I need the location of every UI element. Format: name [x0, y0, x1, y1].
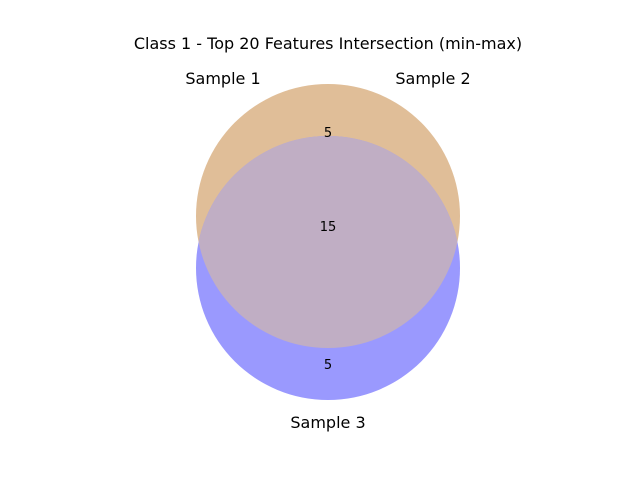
set-label-sample-2: Sample 2: [395, 69, 470, 88]
chart-title: Class 1 - Top 20 Features Intersection (…: [134, 34, 522, 53]
set-label-sample-3: Sample 3: [290, 413, 365, 432]
region-count-top: 5: [324, 126, 332, 141]
region-count-bottom: 5: [324, 358, 332, 373]
set-label-sample-1: Sample 1: [185, 69, 260, 88]
region-count-center: 15: [320, 220, 337, 235]
